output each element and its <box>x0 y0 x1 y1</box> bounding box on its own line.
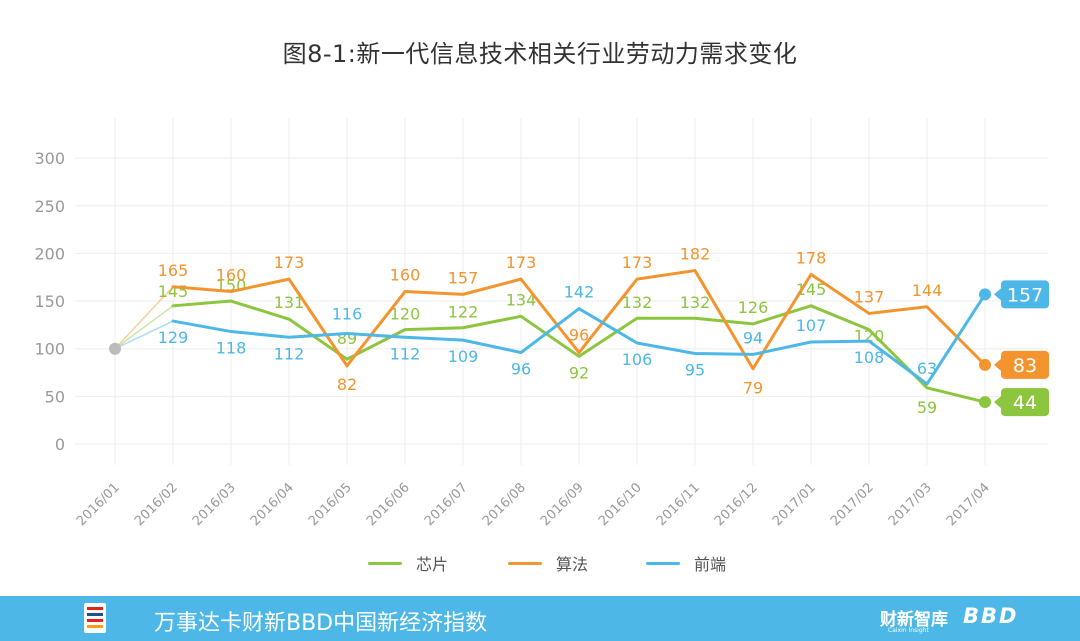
series-end-point <box>979 358 991 371</box>
data-label: 182 <box>680 245 711 264</box>
data-label: 160 <box>216 266 247 285</box>
data-label: 112 <box>390 344 421 363</box>
data-label: 112 <box>274 344 305 363</box>
caixin-insight-subtitle: Caixin Insight <box>888 627 929 634</box>
legend-item-frontend[interactable]: 前端 <box>646 551 726 575</box>
legend-label-chip: 芯片 <box>416 555 449 574</box>
data-label: 95 <box>685 360 705 379</box>
footer-banner: 万事达卡财新BBD中国新经济指数 财新智库 Caixin Insight BBD <box>0 596 1080 641</box>
data-label: 118 <box>216 339 247 358</box>
data-label: 96 <box>511 360 531 379</box>
y-tick-label: 0 <box>55 435 65 454</box>
x-tick-label: 2016/12 <box>712 480 761 529</box>
data-label: 122 <box>448 303 479 322</box>
data-label: 173 <box>506 253 537 272</box>
x-tick-label: 2016/07 <box>422 480 471 529</box>
data-label: 109 <box>448 347 479 366</box>
base-start-point <box>109 342 121 355</box>
x-tick-label: 2017/01 <box>770 480 819 529</box>
data-label: 142 <box>564 283 595 302</box>
data-label: 96 <box>569 326 589 345</box>
mastercard-logo-icon <box>84 603 106 633</box>
legend-item-chip[interactable]: 芯片 <box>368 551 448 575</box>
footer-index-name: 万事达卡财新BBD中国新经济指数 <box>154 611 488 636</box>
series-end-point <box>979 288 991 301</box>
data-label: 92 <box>569 363 589 382</box>
chart-title: 图8-1:新一代信息技术相关行业劳动力需求变化 <box>282 40 798 68</box>
data-label: 107 <box>796 316 827 335</box>
x-tick-label: 2016/11 <box>654 480 703 529</box>
data-label: 137 <box>854 287 885 306</box>
legend: 芯片 算法 前端 <box>0 551 1080 575</box>
data-label: 157 <box>448 268 479 287</box>
data-label: 173 <box>274 253 305 272</box>
data-label: 165 <box>158 261 189 280</box>
data-label: 106 <box>622 350 653 369</box>
legend-item-algorithm[interactable]: 算法 <box>508 551 588 575</box>
end-callout-pointer <box>994 288 1001 301</box>
end-callout-label: 157 <box>1007 284 1043 306</box>
end-callout-label: 44 <box>1013 392 1037 414</box>
series-line-1 <box>171 269 987 371</box>
end-callout-pointer <box>994 358 1001 371</box>
end-callout-pointer <box>994 396 1001 409</box>
x-tick-label: 2016/03 <box>190 480 239 529</box>
legend-swatch-algorithm <box>508 561 542 565</box>
data-label: 120 <box>390 305 421 324</box>
y-tick-label: 50 <box>45 387 65 406</box>
x-tick-label: 2016/05 <box>306 480 355 529</box>
x-tick-label: 2016/08 <box>480 480 529 529</box>
series-end-point <box>979 396 991 409</box>
x-tick-label: 2017/04 <box>944 480 993 529</box>
caixin-insight-logo: 财新智库 <box>880 610 948 630</box>
data-label: 173 <box>622 253 653 272</box>
end-callout-label: 83 <box>1013 355 1037 377</box>
series-line-0 <box>171 299 987 404</box>
data-label: 131 <box>274 293 305 312</box>
x-tick-label: 2017/02 <box>828 480 877 529</box>
data-label: 108 <box>854 348 885 367</box>
x-tick-label: 2016/09 <box>538 480 587 529</box>
end-callout-box <box>1001 388 1049 417</box>
series-line-start-0 <box>114 305 174 350</box>
y-tick-label: 250 <box>34 197 65 216</box>
y-tick-label: 300 <box>34 149 65 168</box>
data-label: 132 <box>680 293 711 312</box>
data-label: 79 <box>743 379 763 398</box>
end-callout-box <box>1001 350 1049 379</box>
data-label: 129 <box>158 328 189 347</box>
y-tick-label: 200 <box>34 244 65 263</box>
series-line-start-1 <box>114 286 174 350</box>
data-label: 134 <box>506 290 537 309</box>
bbd-logo: BBD <box>963 604 1019 628</box>
data-label: 63 <box>917 359 937 378</box>
data-label: 82 <box>337 375 357 394</box>
data-label: 160 <box>390 266 421 285</box>
data-label: 178 <box>796 248 827 267</box>
series-line-start-2 <box>114 320 174 350</box>
legend-label-frontend: 前端 <box>694 555 727 574</box>
data-label: 94 <box>743 328 763 347</box>
x-tick-label: 2016/04 <box>248 480 297 529</box>
data-label: 59 <box>917 398 937 417</box>
x-tick-label: 2016/06 <box>364 480 413 529</box>
legend-swatch-frontend <box>646 561 680 565</box>
legend-label-algorithm: 算法 <box>556 555 589 574</box>
y-tick-label: 150 <box>34 292 65 311</box>
data-label: 126 <box>738 298 769 317</box>
data-label: 132 <box>622 293 653 312</box>
series-line-2 <box>171 292 987 386</box>
x-tick-label: 2016/10 <box>596 480 645 529</box>
x-tick-label: 2017/03 <box>886 480 935 529</box>
x-tick-label: 2016/02 <box>132 480 181 529</box>
data-label: 116 <box>332 304 363 323</box>
data-label: 144 <box>912 281 943 300</box>
legend-swatch-chip <box>368 561 402 565</box>
x-tick-label: 2016/01 <box>74 480 123 529</box>
y-tick-label: 100 <box>34 340 65 359</box>
end-callout-box <box>1001 280 1049 309</box>
